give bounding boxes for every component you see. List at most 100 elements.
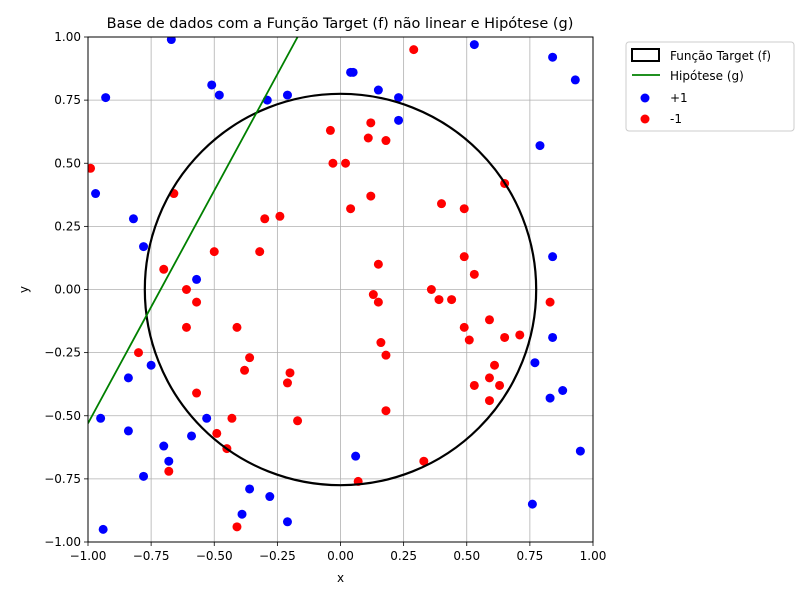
point-positive — [245, 484, 255, 494]
y-tick-label: 0.00 — [54, 283, 81, 297]
point-positive — [139, 471, 149, 481]
point-negative — [381, 136, 391, 146]
plot-data — [88, 37, 585, 534]
x-tick-label: 0.75 — [517, 549, 544, 563]
point-positive — [214, 90, 224, 100]
point-positive — [570, 75, 580, 85]
x-tick-label: 0.00 — [327, 549, 354, 563]
point-negative — [88, 163, 96, 173]
point-negative — [328, 158, 338, 168]
point-negative — [227, 413, 237, 423]
point-negative — [373, 259, 383, 269]
point-positive — [530, 358, 540, 368]
point-negative — [409, 45, 419, 55]
point-negative — [419, 456, 429, 466]
point-negative — [285, 368, 295, 378]
point-negative — [282, 378, 292, 388]
point-positive — [187, 431, 197, 441]
point-positive — [123, 426, 133, 436]
point-positive — [96, 413, 106, 423]
point-positive — [527, 499, 537, 509]
legend-frame — [625, 41, 795, 132]
point-negative — [545, 297, 555, 307]
x-tick-label: −0.75 — [133, 549, 170, 563]
point-positive — [469, 40, 479, 50]
point-positive — [548, 252, 558, 262]
grid — [87, 36, 594, 543]
y-tick-label: −0.25 — [44, 346, 81, 360]
y-tick-label: 0.50 — [54, 156, 81, 170]
point-negative — [366, 191, 376, 201]
point-positive — [139, 242, 149, 252]
legend-positive-marker — [640, 93, 650, 103]
point-negative — [426, 285, 436, 294]
point-negative — [181, 322, 191, 332]
point-positive — [394, 115, 404, 125]
point-positive — [123, 373, 133, 383]
point-positive — [98, 524, 108, 534]
x-tick-label: −1.00 — [70, 549, 107, 563]
point-positive — [192, 274, 202, 284]
x-axis-label: x — [337, 571, 344, 585]
point-negative — [325, 125, 335, 135]
point-positive — [558, 386, 568, 395]
legend-positive-label: +1 — [670, 91, 688, 105]
y-axis-ticks: −1.00 −0.75 −0.50 −0.25 0.00 0.25 0.50 0.75 1.00 — [44, 30, 88, 549]
point-positive — [91, 189, 101, 199]
point-negative — [459, 322, 469, 332]
point-negative — [464, 335, 474, 345]
point-positive — [348, 67, 358, 77]
point-negative — [275, 211, 285, 221]
y-tick-label: −0.50 — [44, 409, 81, 423]
point-positive — [575, 446, 585, 456]
legend-hypothesis-label: Hipótese (g) — [670, 69, 744, 83]
point-positive — [207, 80, 217, 90]
point-negative — [181, 285, 191, 294]
y-axis-label: y — [17, 286, 31, 293]
x-tick-label: 1.00 — [580, 549, 607, 563]
point-negative — [134, 348, 143, 358]
point-negative — [293, 416, 303, 426]
x-axis-ticks: −1.00 −0.75 −0.50 −0.25 0.00 0.25 0.50 0.75 1.00 — [70, 542, 607, 563]
point-negative — [209, 247, 219, 257]
point-negative — [437, 199, 446, 209]
point-negative — [232, 322, 242, 332]
point-negative — [341, 158, 351, 168]
point-negative — [459, 252, 469, 262]
point-positive — [394, 93, 404, 103]
point-positive — [535, 141, 545, 151]
point-positive — [548, 52, 558, 62]
point-negative — [484, 396, 494, 406]
point-positive — [166, 37, 176, 45]
point-negative — [240, 365, 250, 375]
point-positive — [159, 441, 169, 451]
point-positive — [202, 413, 212, 423]
chart-title: Base de dados com a Função Target (f) nã… — [107, 16, 574, 32]
legend-target-label: Função Target (f) — [670, 49, 771, 63]
point-negative — [366, 118, 376, 128]
point-negative — [346, 204, 356, 214]
point-negative — [164, 466, 174, 476]
point-positive — [146, 360, 156, 370]
point-negative — [484, 315, 494, 325]
point-positive — [101, 93, 111, 103]
point-positive — [237, 509, 247, 519]
point-negative — [368, 290, 378, 300]
point-negative — [363, 133, 373, 143]
point-negative — [212, 428, 222, 438]
point-positive — [548, 332, 558, 342]
x-tick-label: −0.25 — [259, 549, 296, 563]
point-negative — [447, 295, 457, 305]
point-negative — [159, 264, 169, 274]
point-positive — [164, 456, 174, 466]
x-tick-label: 0.50 — [453, 549, 480, 563]
point-negative — [500, 332, 510, 342]
point-negative — [376, 338, 386, 348]
target-function-circle — [143, 92, 538, 487]
point-positive — [265, 492, 275, 502]
point-negative — [232, 522, 242, 532]
point-negative — [459, 204, 469, 214]
point-positive — [373, 85, 383, 95]
point-negative — [515, 330, 525, 340]
